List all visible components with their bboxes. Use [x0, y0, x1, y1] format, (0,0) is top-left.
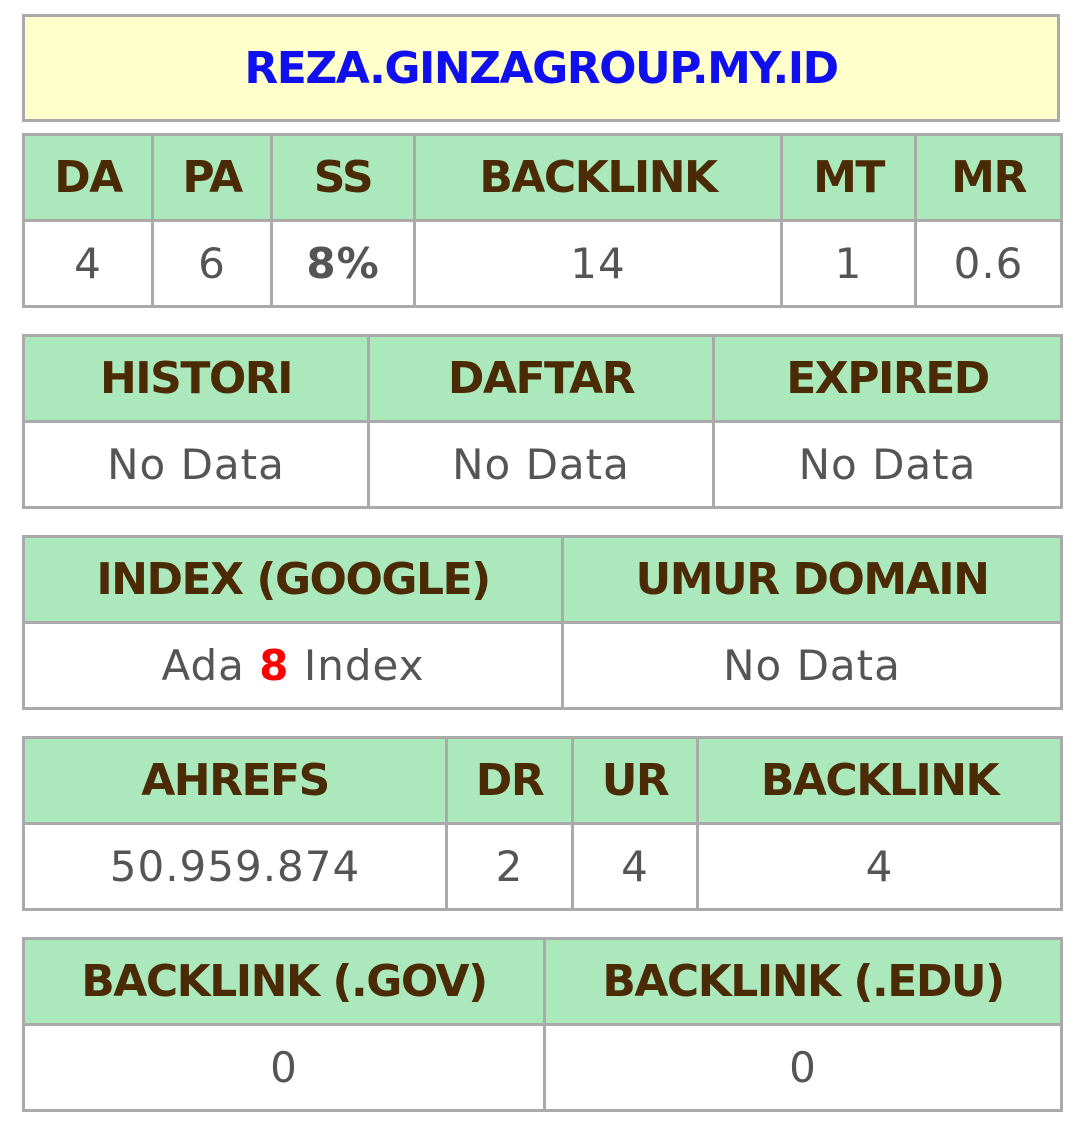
da-header: DA: [22, 133, 154, 222]
gov-edu-table: BACKLINK (.GOV) BACKLINK (.EDU) 0 0: [22, 937, 1063, 1112]
history-value-row: No Data No Data No Data: [22, 420, 1063, 509]
ahrefs-backlink-value: 4: [696, 822, 1063, 911]
pa-header: PA: [151, 133, 273, 222]
ur-value: 4: [571, 822, 699, 911]
ss-value: 8%: [270, 219, 416, 308]
backlink-gov-value: 0: [22, 1023, 546, 1112]
umur-domain-value: No Data: [561, 621, 1063, 710]
index-count: 8: [259, 641, 290, 690]
index-suffix: Index: [303, 641, 425, 690]
daftar-value: No Data: [367, 420, 715, 509]
ahrefs-header: AHREFS: [22, 736, 448, 825]
backlink-edu-header: BACKLINK (.EDU): [543, 937, 1063, 1026]
index-prefix: Ada: [161, 641, 245, 690]
ss-header: SS: [270, 133, 416, 222]
history-table: HISTORI DAFTAR EXPIRED No Data No Data N…: [22, 334, 1063, 509]
mt-header: MT: [780, 133, 917, 222]
ahrefs-backlink-header: BACKLINK: [696, 736, 1063, 825]
moz-header-row: DA PA SS BACKLINK MT MR: [22, 133, 1063, 222]
backlink-edu-value: 0: [543, 1023, 1063, 1112]
domain-title: REZA.GINZAGROUP.MY.ID: [244, 42, 839, 94]
mt-value: 1: [780, 219, 917, 308]
expired-header: EXPIRED: [712, 334, 1063, 423]
backlink-header: BACKLINK: [413, 133, 783, 222]
history-header-row: HISTORI DAFTAR EXPIRED: [22, 334, 1063, 423]
index-value-row: Ada 8 Index No Data: [22, 621, 1063, 710]
moz-value-row: 4 6 8% 14 1 0.6: [22, 219, 1063, 308]
backlink-gov-header: BACKLINK (.GOV): [22, 937, 546, 1026]
ahrefs-rank-value: 50.959.874: [22, 822, 448, 911]
histori-header: HISTORI: [22, 334, 370, 423]
umur-domain-header: UMUR DOMAIN: [561, 535, 1063, 624]
mr-value: 0.6: [914, 219, 1063, 308]
histori-value: No Data: [22, 420, 370, 509]
gov-edu-value-row: 0 0: [22, 1023, 1063, 1112]
backlink-value: 14: [413, 219, 783, 308]
dr-value: 2: [445, 822, 574, 911]
pa-value: 6: [151, 219, 273, 308]
da-value: 4: [22, 219, 154, 308]
gov-edu-header-row: BACKLINK (.GOV) BACKLINK (.EDU): [22, 937, 1063, 1026]
index-header-row: INDEX (GOOGLE) UMUR DOMAIN: [22, 535, 1063, 624]
index-google-header: INDEX (GOOGLE): [22, 535, 564, 624]
ahrefs-table: AHREFS DR UR BACKLINK 50.959.874 2 4 4: [22, 736, 1063, 911]
expired-value: No Data: [712, 420, 1063, 509]
daftar-header: DAFTAR: [367, 334, 715, 423]
index-google-value: Ada 8 Index: [22, 621, 564, 710]
ahrefs-header-row: AHREFS DR UR BACKLINK: [22, 736, 1063, 825]
moz-metrics-table: DA PA SS BACKLINK MT MR 4 6 8% 14 1 0.6: [22, 133, 1063, 308]
ur-header: UR: [571, 736, 699, 825]
ahrefs-value-row: 50.959.874 2 4 4: [22, 822, 1063, 911]
index-table: INDEX (GOOGLE) UMUR DOMAIN Ada 8 Index N…: [22, 535, 1063, 710]
domain-title-box: REZA.GINZAGROUP.MY.ID: [22, 14, 1060, 122]
dr-header: DR: [445, 736, 574, 825]
mr-header: MR: [914, 133, 1063, 222]
